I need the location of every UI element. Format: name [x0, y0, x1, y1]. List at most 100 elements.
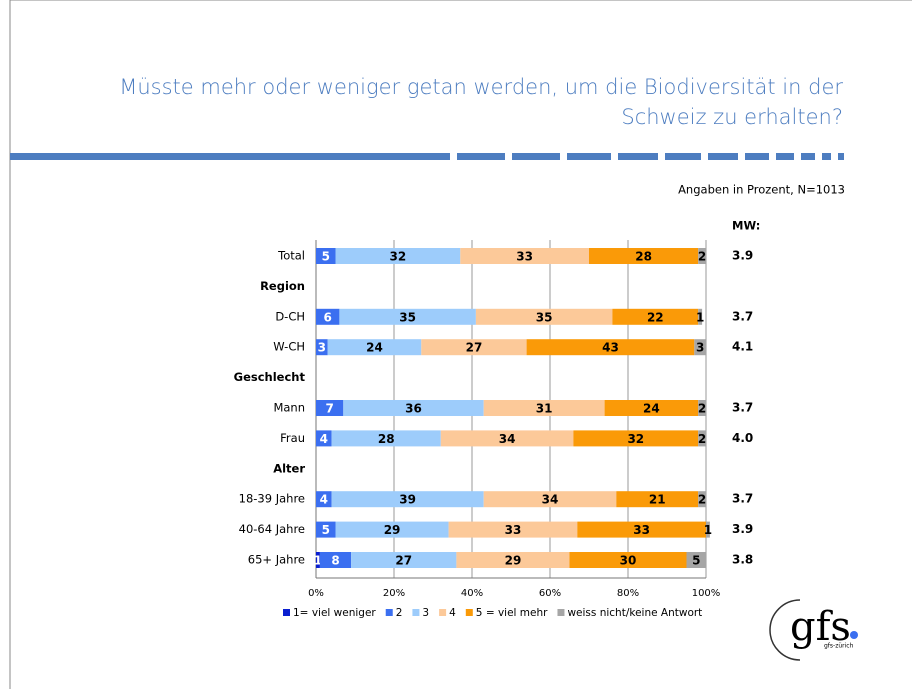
data-label: 39 — [399, 493, 416, 507]
data-label: 31 — [536, 402, 553, 416]
data-label: 36 — [405, 402, 422, 416]
data-label: 5 — [322, 250, 330, 264]
bar-segment — [589, 248, 699, 264]
bar-segment — [577, 521, 706, 538]
bar-segment — [616, 491, 699, 508]
group-label: Geschlecht — [234, 370, 306, 384]
bar-segment — [316, 552, 320, 568]
mean-value: 3.7 — [732, 401, 753, 415]
bar-segment — [456, 552, 570, 568]
legend-label: weiss nicht/keine Antwort — [567, 607, 702, 619]
y-tick-label: Total — [277, 249, 305, 263]
group-label: Alter — [273, 461, 305, 475]
data-label: 34 — [542, 493, 559, 507]
bar-segment — [612, 308, 699, 325]
legend-label: 1= viel weniger — [293, 607, 376, 619]
bar-segment — [343, 400, 484, 416]
title-line: Müsste mehr oder weniger getan werden, u… — [119, 75, 843, 99]
bar-segment — [319, 552, 352, 568]
group-label: Region — [260, 279, 305, 293]
mean-value: 3.9 — [732, 249, 753, 263]
bar-segment — [316, 491, 332, 508]
legend-swatch — [412, 609, 420, 616]
x-tick-label: 0% — [308, 588, 324, 599]
legend-swatch — [439, 609, 447, 616]
y-tick-label: W-CH — [273, 340, 305, 354]
bar-segment — [698, 308, 703, 325]
bar-segment — [706, 521, 710, 538]
data-label: 28 — [635, 250, 652, 264]
logo-subtext: gfs-zürich — [824, 643, 854, 650]
data-label: 24 — [643, 402, 660, 416]
data-label: 2 — [698, 250, 706, 264]
divider — [10, 153, 844, 160]
bar-segment — [351, 552, 457, 568]
data-label: 29 — [384, 523, 401, 537]
bar-segment — [698, 248, 706, 264]
bar-segment — [604, 400, 699, 416]
y-tick-label: Mann — [273, 401, 305, 415]
legend-swatch — [385, 609, 393, 616]
data-label: 1 — [314, 554, 322, 568]
mean-value: 3.7 — [732, 309, 753, 323]
data-label: 35 — [536, 310, 553, 324]
data-label: 1 — [696, 310, 704, 324]
legend-label: 2 — [396, 607, 403, 619]
bar-segment — [483, 400, 605, 416]
data-label: 7 — [325, 402, 333, 416]
y-tick-label: 40-64 Jahre — [239, 522, 305, 536]
bar-segment — [686, 552, 706, 568]
y-tick-label: D-CH — [275, 309, 305, 323]
data-label: 34 — [499, 432, 516, 446]
mean-value: 4.1 — [732, 340, 753, 354]
data-label: 43 — [602, 341, 619, 355]
data-label: 33 — [505, 523, 522, 537]
data-label: 32 — [627, 432, 644, 446]
data-label: 27 — [466, 341, 483, 355]
legend-label: 5 = viel mehr — [476, 607, 548, 619]
bar-segment — [421, 339, 527, 356]
data-label: 4 — [320, 493, 328, 507]
data-label: 3 — [318, 341, 326, 355]
data-label: 33 — [516, 250, 533, 264]
x-tick-label: 60% — [539, 588, 561, 599]
y-tick-label: Frau — [280, 431, 305, 445]
data-label: 22 — [647, 310, 664, 324]
title-line: Schweiz zu erhalten? — [621, 105, 843, 129]
bar-segment — [316, 521, 336, 538]
data-label: 24 — [366, 341, 383, 355]
bar-segment — [440, 430, 574, 447]
bar-segment — [475, 308, 613, 325]
bar-segment — [339, 308, 476, 325]
logo-text: gfs — [790, 604, 851, 650]
subtitle: Angaben in Prozent, N=1013 — [678, 183, 845, 197]
data-label: 3 — [696, 341, 704, 355]
data-label: 1 — [704, 523, 712, 537]
mean-value: 3.8 — [732, 553, 753, 567]
bar-segment — [316, 400, 344, 416]
x-tick-label: 80% — [617, 588, 639, 599]
data-label: 2 — [698, 402, 706, 416]
legend-swatch — [283, 609, 290, 616]
bar-segment — [331, 430, 441, 447]
bar-segment — [698, 400, 706, 416]
bar-segment — [483, 491, 617, 508]
bar-segment — [335, 248, 461, 264]
bar-segment — [569, 552, 687, 568]
data-label: 4 — [320, 432, 328, 446]
bar-segment — [448, 521, 578, 538]
data-label: 29 — [505, 554, 522, 568]
bar-segment — [698, 491, 706, 508]
data-label: 2 — [698, 493, 706, 507]
bar-segment — [573, 430, 699, 447]
data-label: 30 — [620, 554, 637, 568]
x-tick-label: 40% — [461, 588, 483, 599]
y-tick-label: 65+ Jahre — [248, 553, 305, 567]
bar-segment — [335, 521, 449, 538]
legend-label: 4 — [449, 607, 456, 619]
mean-value: 3.9 — [732, 522, 753, 536]
bar-segment — [316, 308, 340, 325]
x-tick-label: 20% — [383, 588, 405, 599]
bar-segment — [331, 491, 484, 508]
mean-value: 3.7 — [732, 492, 753, 506]
